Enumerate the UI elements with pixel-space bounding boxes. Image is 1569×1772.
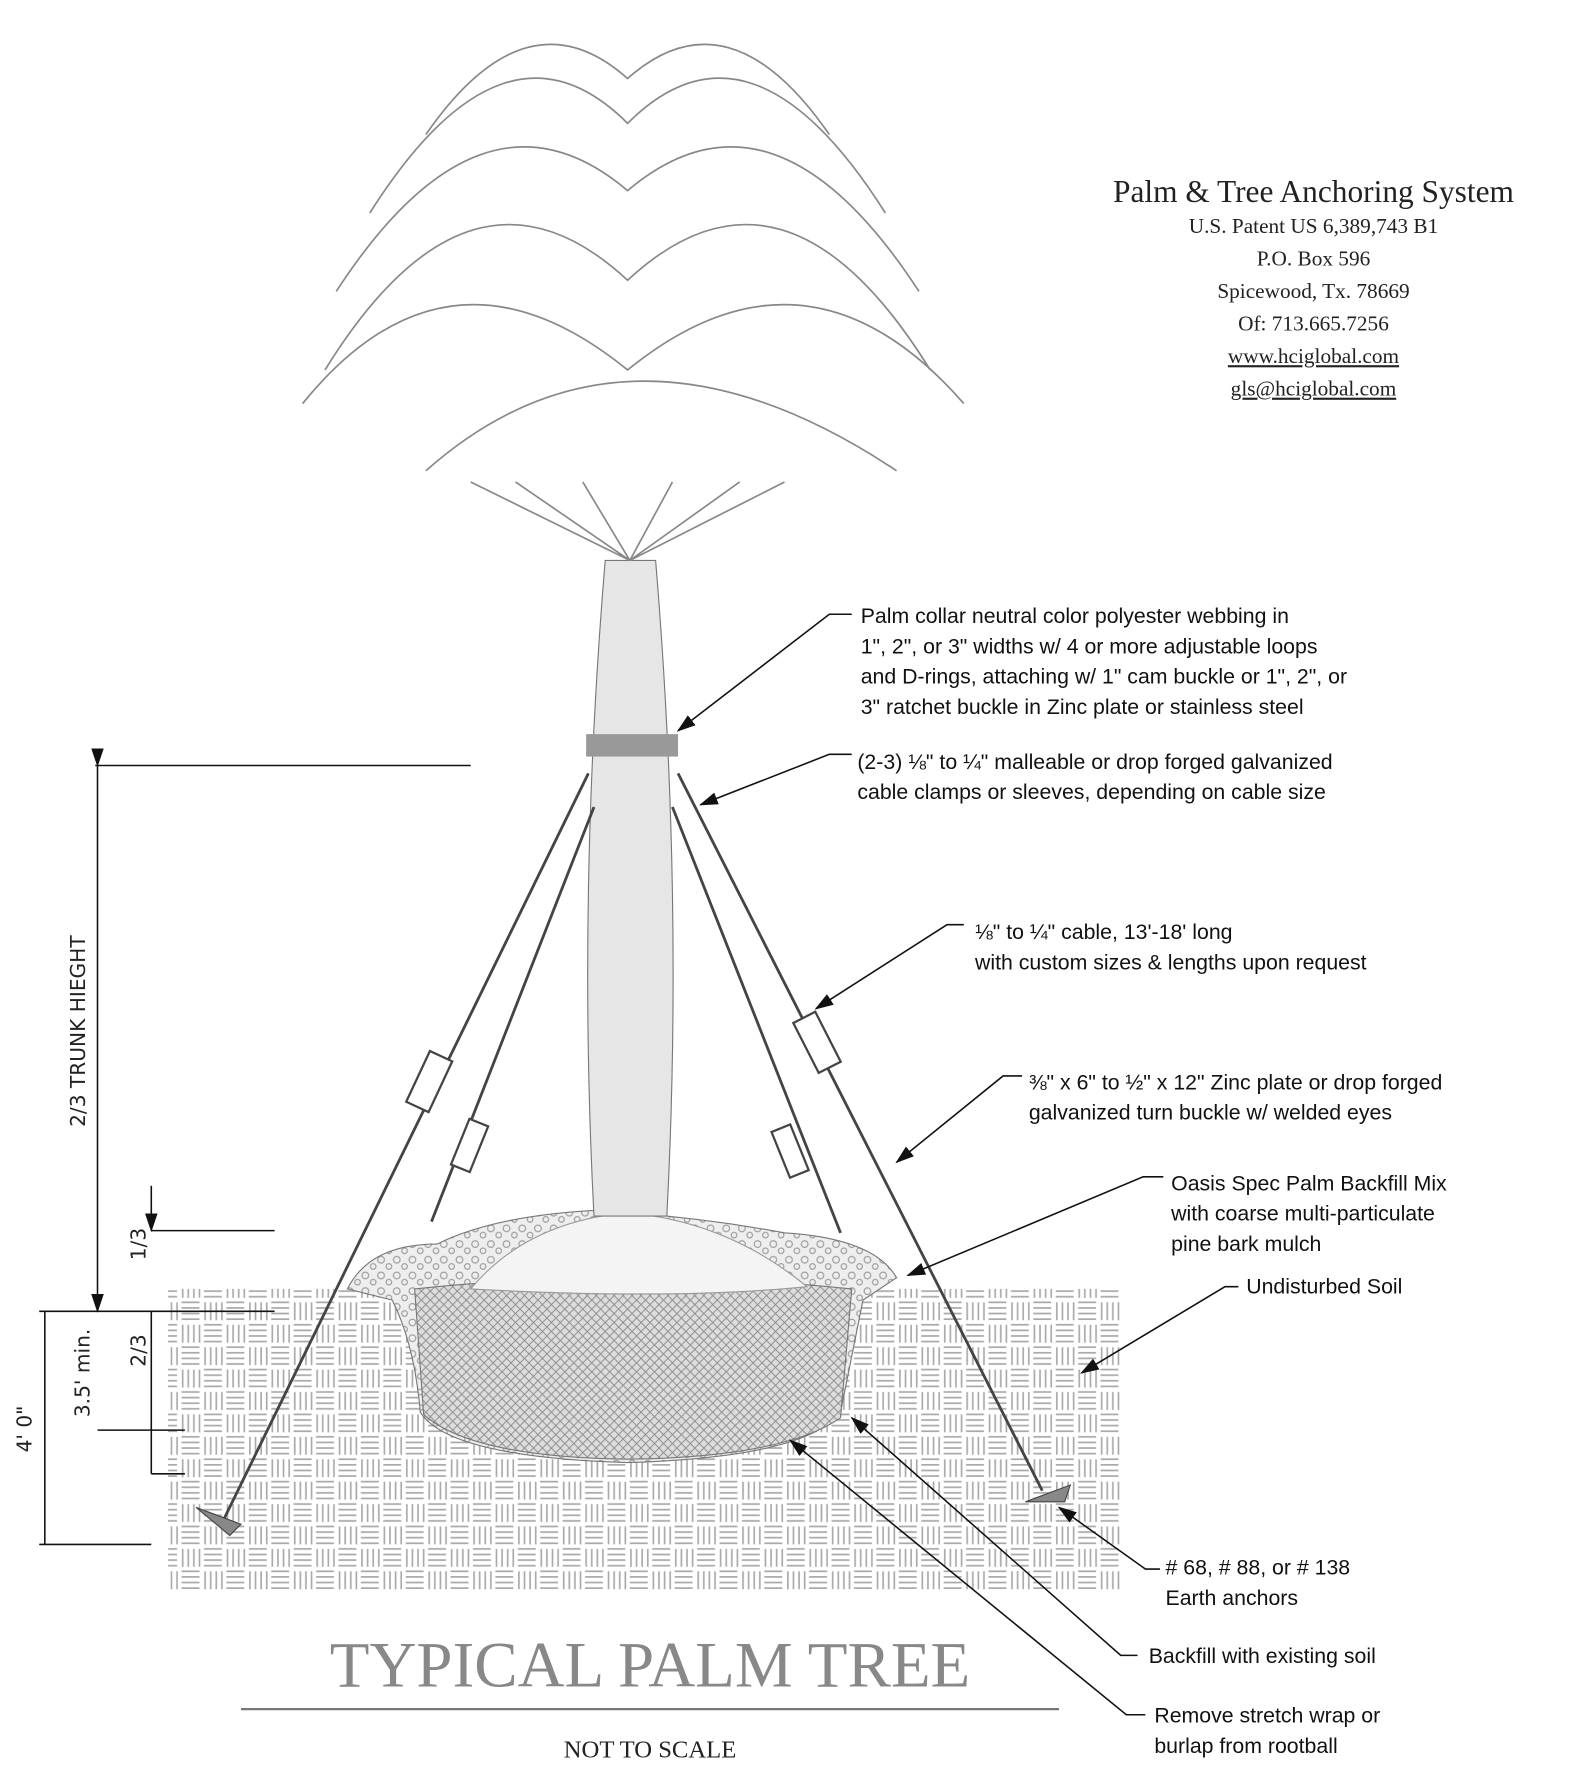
callout-text: burlap from rootball xyxy=(1154,1734,1337,1758)
dimension-label: 2/3 TRUNK HIEGHT xyxy=(66,935,90,1127)
callout-text: Remove stretch wrap or xyxy=(1154,1704,1380,1728)
callout-text: galvanized turn buckle w/ welded eyes xyxy=(1029,1101,1392,1125)
callout-text: Backfill with existing soil xyxy=(1149,1644,1376,1668)
callout-text: with coarse multi-particulate xyxy=(1170,1202,1435,1226)
dimension-label: 1/3 xyxy=(127,1228,151,1260)
diagram: Palm & Tree Anchoring System U.S. Patent… xyxy=(0,0,1569,1772)
header-link[interactable]: gls@hciglobal.com xyxy=(1231,377,1397,401)
callout-text: with custom sizes & lengths upon request xyxy=(974,950,1367,974)
callout-text: 1", 2", or 3" widths w/ 4 or more adjust… xyxy=(861,634,1318,658)
callout-text: # 68, # 88, or # 138 xyxy=(1166,1556,1351,1580)
dimension-label: 2/3 xyxy=(127,1334,151,1366)
dimension-label: 4' 0" xyxy=(12,1406,36,1453)
header-title: Palm & Tree Anchoring System xyxy=(1113,174,1514,209)
callout-text: Earth anchors xyxy=(1166,1586,1299,1610)
header-link[interactable]: www.hciglobal.com xyxy=(1228,344,1400,368)
callout-text: pine bark mulch xyxy=(1171,1232,1321,1256)
callout-text: ⅜" x 6" to ½" x 12" Zinc plate or drop f… xyxy=(1029,1070,1443,1094)
footer-subtitle: NOT TO SCALE xyxy=(564,1736,737,1763)
callout-text: ⅛" to ¼" cable, 13'-18' long xyxy=(975,920,1233,944)
header-line: U.S. Patent US 6,389,743 B1 xyxy=(1189,214,1438,238)
callout-text: Palm collar neutral color polyester webb… xyxy=(861,604,1289,628)
drawing xyxy=(168,44,1121,1591)
callout-text: and D-rings, attaching w/ 1" cam buckle … xyxy=(861,665,1347,689)
header-line: P.O. Box 596 xyxy=(1257,247,1371,271)
callout-text: Undisturbed Soil xyxy=(1246,1274,1402,1298)
callout-text: 3" ratchet buckle in Zinc plate or stain… xyxy=(861,695,1304,719)
header-line: Spicewood, Tx. 78669 xyxy=(1217,279,1409,303)
callout-text: (2-3) ⅛" to ¼" malleable or drop forged … xyxy=(857,750,1332,774)
callout-text: cable clamps or sleeves, depending on ca… xyxy=(857,780,1325,804)
dimension-label: 3.5' min. xyxy=(71,1329,95,1417)
header-line: Of: 713.665.7256 xyxy=(1238,312,1389,336)
callout-text: Oasis Spec Palm Backfill Mix xyxy=(1171,1171,1447,1195)
footer-title: TYPICAL PALM TREE xyxy=(330,1630,970,1702)
